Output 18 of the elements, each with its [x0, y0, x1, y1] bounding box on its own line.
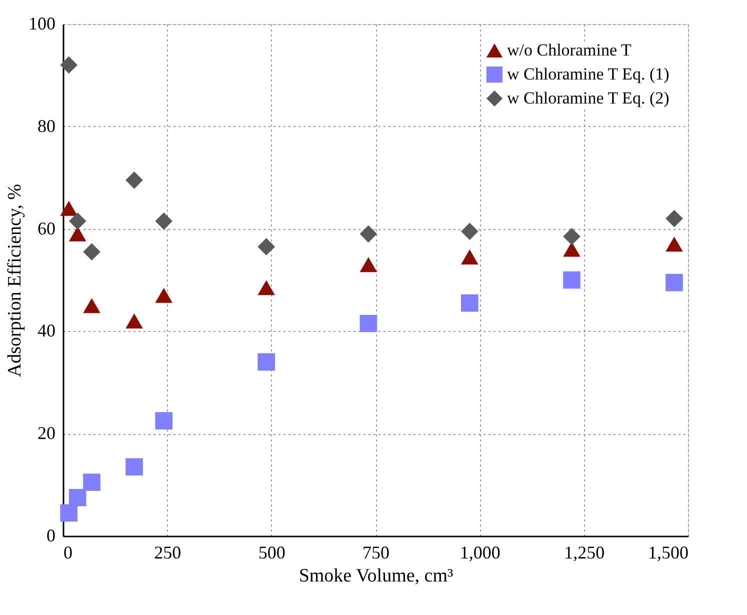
- x-tick-label: 500: [258, 542, 286, 562]
- x-tick-label: 0: [64, 542, 72, 562]
- x-tick-label: 1,250: [564, 542, 605, 562]
- x-tick-label: 1,500: [648, 542, 688, 562]
- y-axis-title: Adsorption Efficiency, %: [4, 184, 26, 378]
- y-tick-label: 60: [38, 218, 56, 238]
- x-tick-label: 750: [362, 542, 390, 562]
- legend-label: w Chloramine T Eq. (2): [507, 88, 670, 108]
- y-tick-label: 0: [46, 526, 56, 546]
- x-axis-title: Smoke Volume, cm³: [298, 566, 454, 586]
- y-tick-label: 80: [38, 116, 56, 136]
- y-tick-label: 20: [38, 423, 56, 444]
- y-tick-label: 100: [28, 14, 56, 34]
- x-tick-label: 250: [154, 542, 182, 562]
- y-tick-label: 40: [38, 320, 56, 341]
- legend-label: w/o Chloramine T: [507, 40, 632, 60]
- x-tick-label: 1,000: [460, 542, 500, 562]
- legend-label: w Chloramine T Eq. (1): [507, 64, 670, 84]
